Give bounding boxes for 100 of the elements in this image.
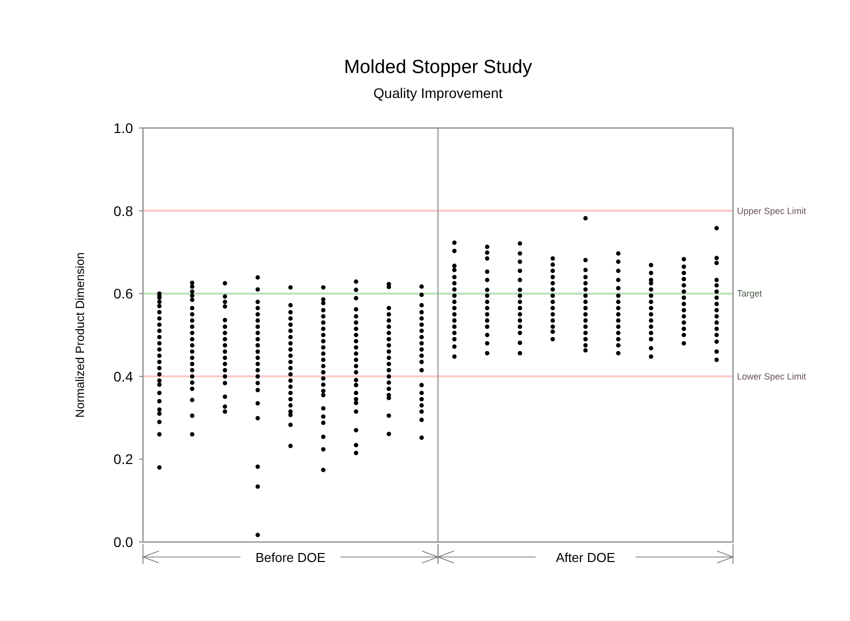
point (583, 336, 588, 342)
point (386, 336, 392, 342)
point (484, 250, 490, 255)
point (419, 292, 424, 298)
point (157, 411, 162, 416)
point (583, 287, 588, 292)
point (386, 414, 392, 418)
y-tick-label: 0.0 (114, 534, 134, 550)
point (648, 306, 654, 310)
point (321, 308, 326, 312)
point (484, 318, 490, 323)
point (550, 312, 555, 316)
point (682, 332, 686, 338)
point (550, 306, 555, 310)
point (714, 296, 719, 300)
point (714, 289, 719, 294)
point (354, 390, 358, 396)
ref-line-label: Upper Spec Limit (737, 206, 807, 216)
point (354, 442, 358, 448)
chart-title: Molded Stopper Study (344, 57, 532, 78)
point (682, 326, 686, 331)
point (288, 403, 293, 408)
point (157, 382, 162, 387)
point (256, 318, 260, 323)
point (288, 341, 293, 346)
point (452, 324, 457, 329)
point (222, 374, 228, 379)
point (354, 332, 358, 338)
point (452, 312, 457, 316)
point (714, 339, 719, 344)
point (190, 386, 194, 392)
point (256, 349, 260, 354)
point (583, 324, 588, 329)
point (256, 374, 260, 379)
point (714, 326, 719, 331)
point (616, 318, 620, 323)
point (518, 324, 522, 329)
y-axis-title: Normalized Product Dimension (73, 252, 87, 418)
point (157, 354, 162, 358)
point (386, 312, 392, 316)
point (157, 316, 162, 321)
point (288, 354, 293, 358)
point (484, 293, 490, 298)
point (419, 435, 424, 440)
point (354, 364, 358, 368)
point (550, 300, 555, 304)
point (386, 432, 392, 436)
point (157, 465, 162, 470)
point (583, 268, 588, 272)
point (518, 306, 522, 310)
point (321, 345, 326, 350)
point (518, 288, 522, 292)
point (288, 285, 293, 290)
point (321, 285, 326, 290)
point (550, 281, 555, 286)
point (648, 300, 654, 304)
point (714, 278, 719, 282)
point (682, 320, 686, 325)
point (190, 306, 194, 310)
point (190, 356, 194, 360)
point (288, 422, 293, 428)
point (714, 308, 719, 312)
y-tick-label: 0.2 (114, 451, 134, 468)
point (386, 380, 392, 385)
point (682, 289, 686, 294)
point (714, 314, 719, 319)
point (321, 447, 326, 452)
point (157, 399, 162, 404)
point (190, 374, 194, 379)
point (321, 370, 326, 374)
point (648, 330, 654, 336)
point (222, 324, 228, 329)
point (419, 302, 424, 308)
point (484, 278, 490, 282)
point (288, 378, 293, 383)
point (190, 336, 194, 342)
point (616, 351, 620, 356)
point (256, 484, 260, 489)
point (518, 340, 522, 346)
point (386, 306, 392, 310)
point (583, 306, 588, 310)
point (321, 468, 326, 472)
point (288, 384, 293, 389)
point (518, 330, 522, 336)
point (321, 420, 326, 425)
point (714, 260, 719, 266)
point (484, 306, 490, 310)
point (452, 318, 457, 323)
point (616, 293, 620, 298)
point (157, 310, 162, 314)
point (386, 386, 392, 392)
point (518, 251, 522, 256)
point (321, 320, 326, 325)
point (550, 293, 555, 298)
point (288, 390, 293, 396)
point (484, 300, 490, 304)
point (419, 310, 424, 314)
point (222, 394, 228, 399)
point (157, 420, 162, 424)
point (386, 368, 392, 372)
